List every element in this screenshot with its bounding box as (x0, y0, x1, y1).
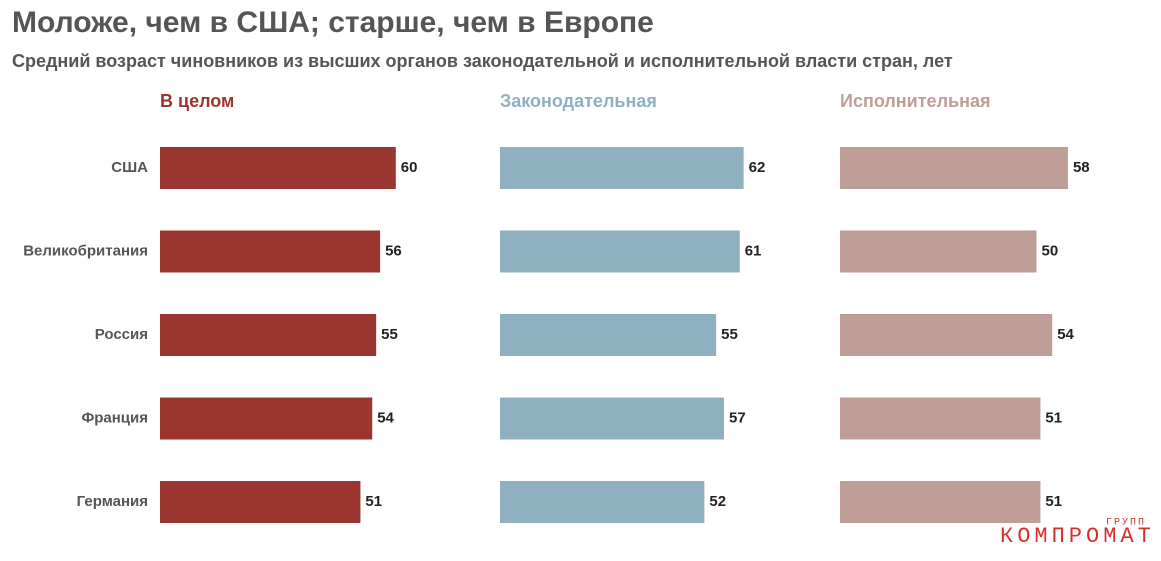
chart-subtitle: Средний возраст чиновников из высших орг… (12, 51, 953, 71)
bar (840, 397, 1041, 440)
value-label: 60 (401, 159, 418, 176)
bar (500, 314, 717, 356)
value-label: 54 (377, 409, 394, 426)
chart-title: Моложе, чем в США; старше, чем в Европе (12, 6, 654, 39)
bar (160, 147, 396, 189)
category-label: Россия (95, 326, 148, 343)
category-label: Германия (77, 493, 148, 510)
value-label: 62 (749, 159, 766, 176)
value-label: 54 (1057, 326, 1074, 343)
bar (840, 147, 1068, 189)
watermark-small: ГРУПП (1106, 518, 1146, 529)
legend-label: Законодательная (500, 91, 657, 111)
bar (160, 314, 377, 356)
bar (840, 230, 1037, 273)
value-label: 51 (1045, 409, 1062, 426)
bar (160, 230, 381, 273)
bar (840, 314, 1053, 356)
category-label: США (111, 159, 148, 176)
value-label: 55 (381, 326, 398, 343)
legend-label: В целом (160, 91, 234, 111)
value-label: 52 (709, 493, 726, 510)
category-label: Франция (81, 409, 148, 426)
value-label: 58 (1073, 159, 1090, 176)
value-label: 50 (1042, 242, 1059, 259)
bar (500, 397, 725, 440)
value-label: 51 (365, 493, 382, 510)
value-label: 61 (745, 242, 762, 259)
value-label: 57 (729, 409, 746, 426)
bar (160, 481, 361, 523)
value-label: 55 (721, 326, 738, 343)
value-label: 56 (385, 242, 402, 259)
category-label: Великобритания (23, 242, 148, 259)
watermark: КОМПРОМАТ (1000, 524, 1155, 549)
bar (500, 481, 705, 523)
value-label: 51 (1045, 493, 1062, 510)
bar (500, 147, 744, 189)
bar (160, 397, 373, 440)
legend-label: Исполнительная (840, 91, 990, 111)
bar (840, 481, 1041, 523)
bar (500, 230, 740, 273)
